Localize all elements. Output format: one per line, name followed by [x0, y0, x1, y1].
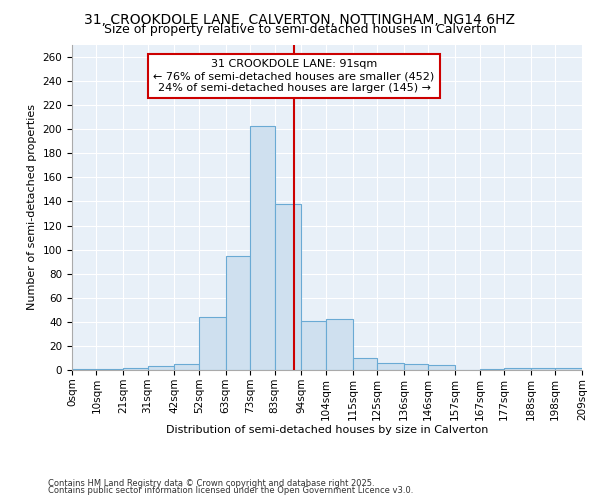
Bar [504, 368, 531, 370]
Text: Size of property relative to semi-detached houses in Calverton: Size of property relative to semi-detach… [104, 22, 496, 36]
Bar [226, 256, 250, 370]
Bar [97, 369, 123, 370]
Bar [353, 358, 377, 370]
Text: 31, CROOKDOLE LANE, CALVERTON, NOTTINGHAM, NG14 6HZ: 31, CROOKDOLE LANE, CALVERTON, NOTTINGHA… [85, 12, 515, 26]
Text: Contains public sector information licensed under the Open Government Licence v3: Contains public sector information licen… [48, 486, 413, 495]
Bar [199, 317, 226, 370]
Bar [377, 363, 404, 370]
Bar [404, 364, 428, 370]
Bar [175, 364, 199, 370]
Bar [531, 368, 555, 370]
Text: 31 CROOKDOLE LANE: 91sqm
← 76% of semi-detached houses are smaller (452)
24% of : 31 CROOKDOLE LANE: 91sqm ← 76% of semi-d… [154, 60, 434, 92]
Bar [301, 320, 326, 370]
X-axis label: Distribution of semi-detached houses by size in Calverton: Distribution of semi-detached houses by … [166, 426, 488, 436]
Text: Contains HM Land Registry data © Crown copyright and database right 2025.: Contains HM Land Registry data © Crown c… [48, 478, 374, 488]
Bar [479, 369, 504, 370]
Bar [72, 369, 97, 370]
Bar [148, 366, 175, 370]
Bar [123, 368, 148, 370]
Bar [250, 126, 275, 370]
Bar [555, 368, 582, 370]
Y-axis label: Number of semi-detached properties: Number of semi-detached properties [27, 104, 37, 310]
Bar [428, 365, 455, 370]
Bar [275, 204, 301, 370]
Bar [326, 320, 353, 370]
